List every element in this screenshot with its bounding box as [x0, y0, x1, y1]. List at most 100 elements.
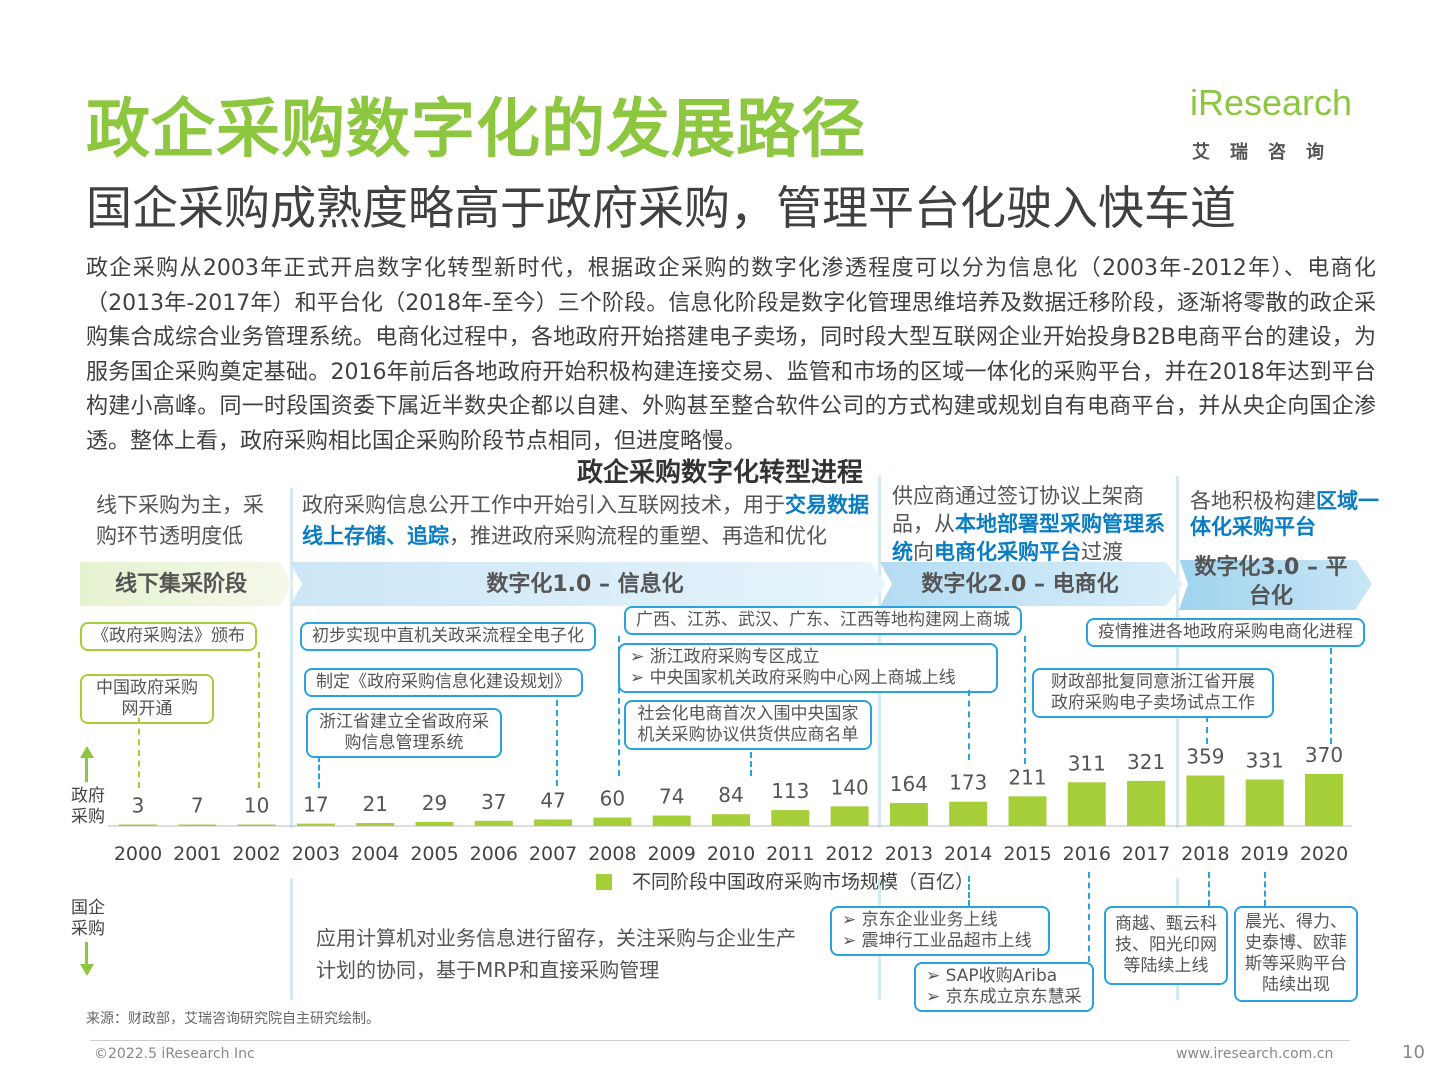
bar-2007: [534, 819, 573, 826]
page-number: 10: [1402, 1042, 1425, 1063]
footer-url[interactable]: www.iresearch.com.cn: [1176, 1046, 1334, 1062]
x-tick-label: 2020: [1300, 843, 1348, 865]
connector-line: [318, 756, 320, 788]
gov-axis-label: 政府采购: [71, 786, 105, 827]
gov-event-covid: 疫情推进各地政府采购电商化进程: [1086, 618, 1365, 647]
bar-2012: [830, 806, 869, 826]
gov-event-ecommerce-supplier: 社会化电商首次入围中央国家机关采购协议供货供应商名单: [624, 700, 872, 750]
stage-arrow-d3: [1178, 560, 1372, 610]
event-text: SAP收购Ariba: [945, 966, 1058, 986]
x-tick-label: 2017: [1122, 843, 1170, 865]
bar-2003: [296, 823, 335, 826]
event-text: 京东企业业务上线: [861, 910, 998, 930]
bar-value-label: 60: [600, 787, 625, 811]
legend-swatch: [596, 874, 612, 890]
soe-event-zkh: ➢ 震坤行工业品超市上线: [842, 931, 1038, 952]
desc-text: 政府采购信息公开工作中开始引入互联网技术，用于: [302, 493, 785, 517]
event-text: 中央国家机关政府采购中心网上商城上线: [649, 668, 956, 688]
soe-event-platforms-2018: 商越、甄云科技、阳光印网等陆续上线: [1104, 906, 1228, 985]
connector-line: [138, 718, 140, 788]
bar-value-label: 10: [244, 794, 269, 818]
gov-event-zhejiang-system: 浙江省建立全省政府采购信息管理系统: [306, 708, 502, 758]
connector-line: [556, 700, 558, 786]
soe-event-sap-ariba: ➢ SAP收购Ariba: [926, 966, 1082, 987]
bar-value-label: 173: [949, 771, 987, 795]
bar-value-label: 140: [831, 775, 869, 799]
connector-line: [618, 636, 620, 776]
bar-value-label: 311: [1068, 751, 1106, 775]
x-tick-label: 2010: [707, 843, 755, 865]
bar-2013: [889, 802, 928, 826]
stage-divider: [1176, 476, 1179, 828]
bar-value-label: 21: [362, 792, 387, 816]
bar-2016: [1067, 782, 1106, 826]
bar-value-label: 370: [1305, 743, 1343, 767]
stage-divider: [290, 488, 293, 828]
source-note: 来源：财政部，艾瑞咨询研究院自主研究绘制。: [86, 1011, 380, 1027]
stage-label-offline: 线下集采阶段: [114, 572, 247, 597]
connector-line: [750, 752, 752, 776]
arrow-down-icon: [80, 964, 94, 976]
stage-desc-offline: 线下采购为主，采购环节透明度低: [96, 493, 264, 548]
bar-2000: [119, 824, 157, 826]
bar-2005: [415, 821, 454, 826]
gov-procurement-bar-chart: 3 2000 7 2001 10 2002 17 2003 21 2004 29 2005 37 2006…: [108, 743, 1352, 893]
bar-value-label: 47: [540, 788, 565, 812]
stage-arrow-d2: [880, 562, 1182, 606]
gov-event-online-malls: 广西、江苏、武汉、广东、江西等地构建网上商城: [624, 606, 1022, 635]
event-text: 京东成立京东慧采: [945, 987, 1082, 1007]
bar-2009: [652, 815, 691, 826]
bar-2014: [949, 801, 988, 826]
bar-2010: [712, 814, 750, 826]
stage-desc-d3: 各地积极构建区域一体化采购平台: [1190, 488, 1380, 540]
bar-2004: [356, 823, 395, 826]
connector-line: [1024, 636, 1026, 764]
page-title: 政企采购数字化的发展路径: [86, 93, 866, 167]
stage-arrow-d1: [290, 562, 886, 606]
event-text: 震坤行工业品超市上线: [861, 931, 1032, 951]
bar-value-label: 17: [303, 793, 328, 817]
x-tick-label: 2019: [1241, 843, 1289, 865]
desc-text: 过渡: [1081, 540, 1123, 564]
x-tick-label: 2013: [885, 843, 933, 865]
x-tick-label: 2001: [173, 843, 221, 865]
bar-2001: [178, 824, 217, 826]
soe-event-jd-huicai: ➢ 京东成立京东慧采: [926, 987, 1082, 1008]
bullet-arrow-icon: ➢: [926, 966, 946, 986]
bullet-arrow-icon: ➢: [630, 668, 650, 688]
x-tick-label: 2011: [766, 843, 814, 865]
gov-event-zhejiang-zone: ➢ 浙江政府采购专区成立: [630, 647, 986, 668]
x-tick-label: 2014: [944, 843, 992, 865]
bar-2018: [1186, 775, 1225, 826]
connector-line: [1206, 716, 1208, 744]
bullet-arrow-icon: ➢: [842, 931, 862, 951]
bar-2015: [1008, 796, 1047, 826]
bar-value-label: 113: [771, 779, 809, 803]
bar-value-label: 359: [1186, 745, 1224, 769]
bar-value-label: 211: [1008, 765, 1046, 789]
stage-desc-d1: 政府采购信息公开工作中开始引入互联网技术，用于交易数据线上存储、追踪，推进政府采…: [302, 490, 872, 552]
desc-text: 供应商通过签订协议上架商品，从: [892, 484, 1144, 536]
stage-label-d2: 数字化2.0 – 电商化: [921, 572, 1119, 597]
soe-event-group-1: ➢ 京东企业业务上线 ➢ 震坤行工业品超市上线: [830, 906, 1050, 956]
bar-value-label: 331: [1246, 748, 1284, 772]
bullet-arrow-icon: ➢: [926, 987, 946, 1007]
x-tick-label: 2002: [232, 843, 280, 865]
bullet-arrow-icon: ➢: [630, 647, 650, 667]
gov-event-informatization-plan: 制定《政府采购信息化建设规划》: [304, 668, 583, 697]
soe-axis-label: 国企采购: [71, 898, 105, 939]
x-tick-label: 2009: [648, 843, 696, 865]
desc-highlight: 区域一体化采购平台: [1190, 489, 1379, 539]
legend-label: 不同阶段中国政府采购市场规模（百亿）: [632, 871, 974, 893]
arrow-up-icon: [80, 746, 94, 758]
x-tick-label: 2004: [351, 843, 399, 865]
bar-value-label: 3: [132, 794, 145, 818]
gov-event-ccgp-launch: 中国政府采购网开通: [80, 674, 214, 724]
bar-2019: [1245, 779, 1284, 826]
connector-line: [1264, 872, 1266, 906]
x-tick-label: 2012: [825, 843, 873, 865]
bar-value-label: 321: [1127, 750, 1165, 774]
arrow-shaft: [85, 756, 88, 782]
chart-title: 政企采购数字化转型进程: [576, 458, 863, 488]
logo-chinese: 艾瑞咨询: [1192, 142, 1344, 163]
